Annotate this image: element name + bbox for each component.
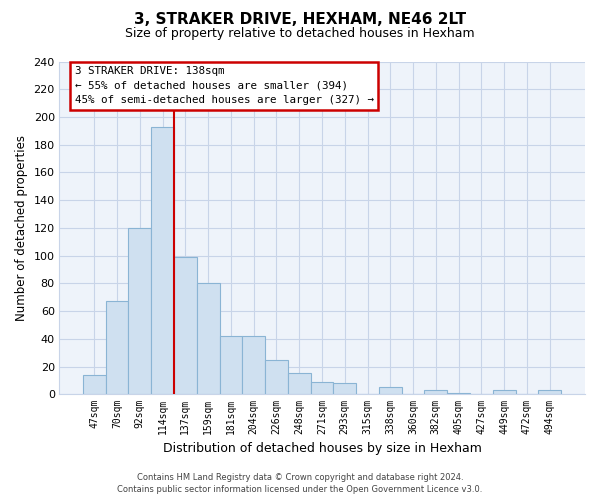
Bar: [311, 382, 334, 394]
Bar: [424, 390, 447, 394]
Y-axis label: Number of detached properties: Number of detached properties: [15, 135, 28, 321]
Text: Size of property relative to detached houses in Hexham: Size of property relative to detached ho…: [125, 28, 475, 40]
Bar: [197, 284, 220, 394]
Bar: [447, 393, 470, 394]
Text: 3, STRAKER DRIVE, HEXHAM, NE46 2LT: 3, STRAKER DRIVE, HEXHAM, NE46 2LT: [134, 12, 466, 28]
Bar: [379, 388, 401, 394]
Text: Contains HM Land Registry data © Crown copyright and database right 2024.
Contai: Contains HM Land Registry data © Crown c…: [118, 472, 482, 494]
Bar: [538, 390, 561, 394]
Bar: [83, 375, 106, 394]
Bar: [265, 360, 288, 394]
Bar: [493, 390, 515, 394]
X-axis label: Distribution of detached houses by size in Hexham: Distribution of detached houses by size …: [163, 442, 481, 455]
Bar: [106, 302, 128, 394]
Bar: [288, 374, 311, 394]
Bar: [128, 228, 151, 394]
Bar: [174, 257, 197, 394]
Bar: [220, 336, 242, 394]
Bar: [242, 336, 265, 394]
Text: 3 STRAKER DRIVE: 138sqm
← 55% of detached houses are smaller (394)
45% of semi-d: 3 STRAKER DRIVE: 138sqm ← 55% of detache…: [75, 66, 374, 106]
Bar: [151, 126, 174, 394]
Bar: [334, 383, 356, 394]
